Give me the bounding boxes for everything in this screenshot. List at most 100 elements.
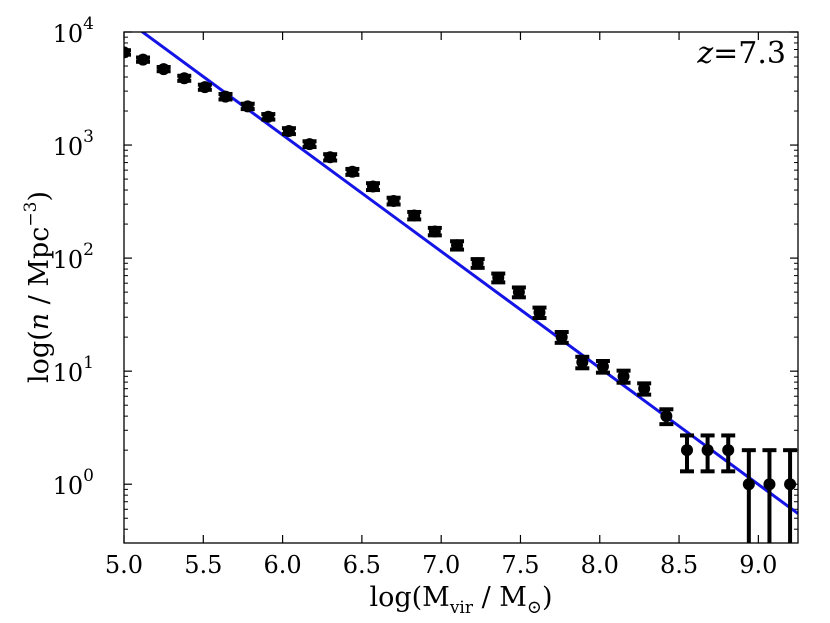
- x-tick-label: 5.5: [184, 551, 222, 579]
- data-marker: [282, 125, 295, 138]
- data-marker: [303, 138, 316, 151]
- data-point: [302, 138, 317, 151]
- ylabel-sup: −3: [21, 202, 41, 227]
- data-point: [124, 46, 131, 59]
- axis-ticks: [123, 31, 798, 543]
- data-point: [616, 368, 631, 385]
- data-marker: [471, 257, 484, 270]
- data-point: [783, 448, 798, 543]
- data-marker: [722, 444, 735, 457]
- x-axis-label: log(Mvir / M⊙): [369, 582, 552, 618]
- data-point: [177, 72, 192, 85]
- data-point: [450, 239, 465, 252]
- data-marker: [157, 63, 170, 76]
- annotation-italic: z: [696, 36, 713, 71]
- y-tick-exp: 1: [83, 353, 94, 373]
- data-point: [156, 63, 171, 76]
- y-tick-base: 10: [53, 246, 84, 274]
- xlabel-sub1: vir: [449, 598, 474, 618]
- x-tick-label: 9.0: [739, 551, 777, 579]
- x-tick-label: 7.5: [501, 551, 539, 579]
- data-point: [470, 257, 485, 270]
- data-point: [700, 433, 715, 474]
- plot-background: [124, 32, 798, 543]
- ylabel-suffix: ): [24, 191, 55, 202]
- xlabel-prefix: log(M: [369, 582, 449, 613]
- x-tick-label: 6.5: [343, 551, 381, 579]
- plot-frame: [123, 31, 799, 544]
- data-marker: [198, 81, 211, 94]
- data-marker: [763, 478, 776, 491]
- y-tick-base: 10: [53, 133, 84, 161]
- y-tick-label: 103: [53, 127, 94, 161]
- y-tick-label: 102: [53, 240, 94, 274]
- data-marker: [219, 90, 232, 103]
- y-tick-exp: 4: [83, 14, 94, 34]
- data-layer: [124, 32, 798, 543]
- xlabel-sub2: ⊙: [527, 597, 542, 618]
- data-marker: [660, 410, 673, 423]
- data-point: [345, 165, 360, 178]
- x-tick-label: 7.0: [422, 551, 460, 579]
- data-marker: [512, 286, 525, 299]
- x-tick-label: 8.0: [581, 551, 619, 579]
- y-tick-exp: 2: [83, 240, 94, 260]
- data-marker: [638, 382, 651, 395]
- data-marker: [366, 180, 379, 193]
- y-tick-base: 10: [53, 472, 84, 500]
- data-marker: [428, 225, 441, 238]
- y-tick-exp: 0: [83, 466, 94, 486]
- ylabel-middle: / Mpc: [24, 227, 55, 313]
- y-axis-label: log(n / Mpc−3): [21, 191, 55, 383]
- data-marker: [701, 444, 714, 457]
- data-marker: [742, 478, 755, 491]
- tick-labels: 5.0 5.5 6.0 6.5 7.0 7.5 8.0 8.5 9.01001011021031…: [53, 14, 778, 579]
- data-point: [491, 271, 506, 285]
- xlabel-suffix: ): [542, 582, 553, 613]
- data-point: [386, 194, 401, 207]
- data-marker: [408, 209, 421, 222]
- y-tick-label: 101: [53, 353, 94, 387]
- data-marker: [137, 53, 150, 66]
- y-tick-label: 104: [53, 14, 94, 48]
- data-marker: [324, 151, 337, 164]
- ylabel-prefix: log(: [24, 330, 55, 383]
- data-point: [659, 407, 674, 427]
- data-point: [679, 433, 694, 474]
- data-marker: [533, 306, 546, 319]
- ylabel-italic: n: [24, 313, 55, 330]
- data-marker: [617, 370, 630, 383]
- x-tick-label: 8.5: [660, 551, 698, 579]
- data-marker: [596, 360, 609, 373]
- data-point: [407, 209, 422, 222]
- fit-line: [140, 32, 798, 515]
- data-point: [511, 285, 526, 300]
- data-point: [261, 110, 276, 123]
- data-marker: [680, 444, 693, 457]
- data-point: [197, 81, 212, 94]
- data-marker: [346, 165, 359, 178]
- data-point: [637, 381, 652, 397]
- y-tick-exp: 3: [83, 127, 94, 147]
- data-marker: [576, 356, 589, 369]
- data-marker: [784, 478, 797, 491]
- data-point: [240, 100, 255, 113]
- y-tick-base: 10: [53, 20, 84, 48]
- data-point: [136, 53, 151, 66]
- data-point: [532, 305, 547, 321]
- data-point: [365, 180, 380, 193]
- y-tick-label: 100: [53, 466, 94, 500]
- data-point: [427, 225, 442, 238]
- data-point: [575, 354, 590, 371]
- data-marker: [124, 46, 130, 59]
- data-point: [218, 90, 233, 103]
- data-point: [281, 125, 296, 138]
- x-tick-label: 5.0: [105, 551, 143, 579]
- data-marker: [387, 194, 400, 207]
- x-tick-label: 6.0: [264, 551, 302, 579]
- data-marker: [492, 271, 505, 284]
- data-marker: [555, 331, 568, 344]
- data-marker: [451, 239, 464, 252]
- xlabel-middle: / M: [473, 582, 527, 613]
- y-tick-base: 10: [53, 359, 84, 387]
